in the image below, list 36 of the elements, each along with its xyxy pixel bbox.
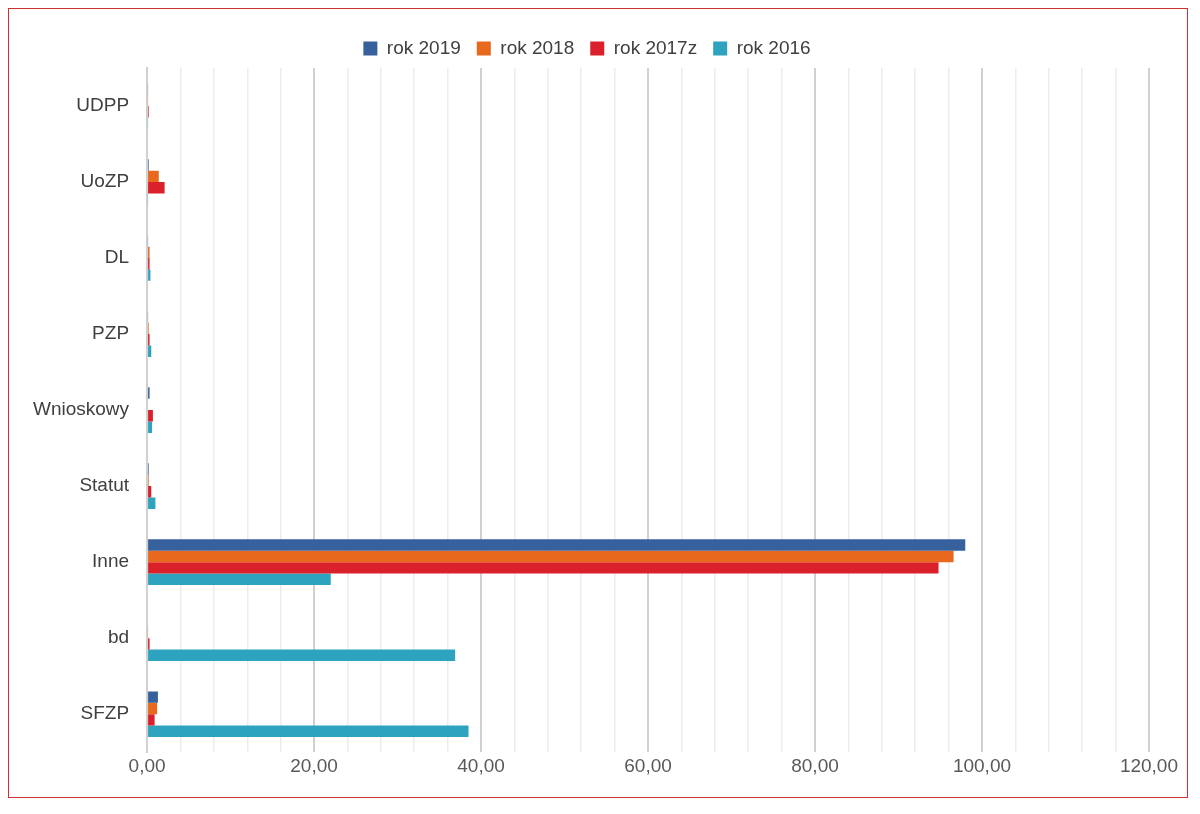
legend-label: rok 2016 bbox=[736, 36, 811, 58]
y-tick-label: SFZP bbox=[80, 702, 130, 724]
x-tick-label: 100,00 bbox=[952, 754, 1012, 776]
x-tick-label: 40,00 bbox=[457, 754, 505, 776]
bar bbox=[148, 486, 152, 498]
x-tick-label: 0,00 bbox=[128, 754, 166, 776]
bar bbox=[148, 182, 165, 194]
y-tick-label: DL bbox=[104, 246, 130, 268]
bar bbox=[148, 170, 159, 183]
y-tick-label: bd bbox=[107, 626, 130, 648]
x-tick-label: 20,00 bbox=[290, 754, 338, 776]
bar bbox=[148, 421, 153, 433]
legend-label: rok 2019 bbox=[386, 36, 461, 58]
x-tick-label: 120,00 bbox=[1119, 754, 1179, 776]
bar bbox=[148, 691, 158, 703]
bar bbox=[148, 550, 954, 563]
y-tick-label: Statut bbox=[79, 474, 130, 496]
bar bbox=[148, 497, 156, 509]
y-tick-label: Wnioskowy bbox=[33, 398, 130, 420]
bar bbox=[148, 345, 152, 357]
y-tick-label: UoZP bbox=[80, 170, 130, 192]
y-tick-label: Inne bbox=[92, 550, 130, 572]
bar bbox=[148, 562, 939, 574]
y-tick-label: UDPP bbox=[76, 94, 130, 116]
bar bbox=[148, 714, 155, 726]
legend-label: rok 2018 bbox=[500, 36, 575, 58]
y-tick-label: PZP bbox=[92, 322, 130, 344]
x-tick-label: 80,00 bbox=[791, 754, 839, 776]
bar bbox=[148, 410, 153, 422]
legend-label: rok 2017z bbox=[613, 36, 698, 58]
x-tick-label: 60,00 bbox=[624, 754, 672, 776]
bar bbox=[148, 573, 331, 585]
bar bbox=[148, 539, 966, 551]
bar bbox=[148, 702, 158, 715]
bar bbox=[148, 649, 456, 661]
bar bbox=[148, 725, 469, 737]
